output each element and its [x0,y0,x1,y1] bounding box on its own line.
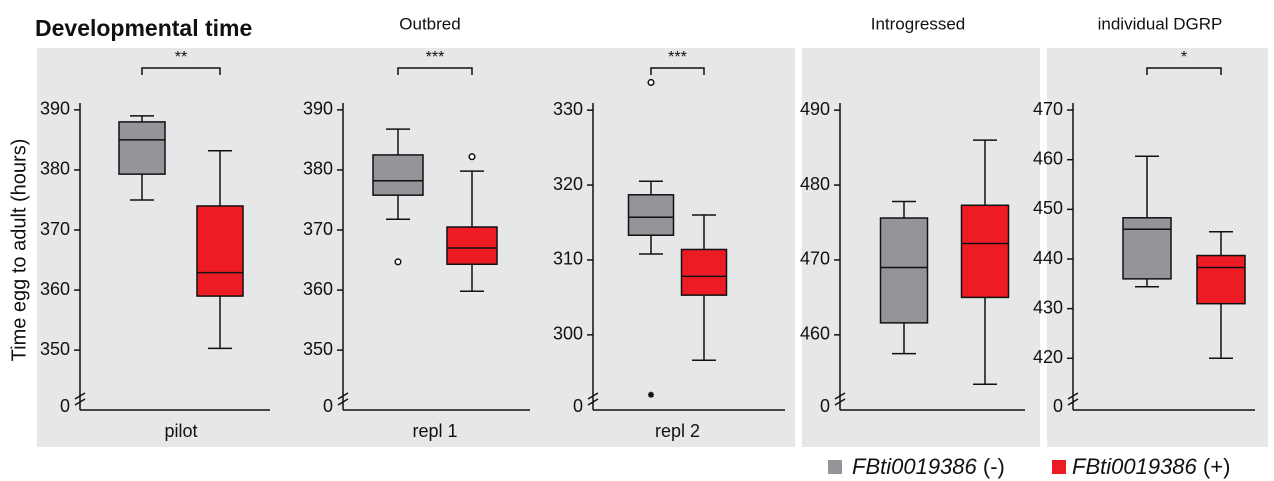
x-axis-label: repl 1 [412,421,457,441]
y-tick-label: 360 [303,279,333,299]
legend-swatch [1052,460,1066,474]
y-tick-label: 460 [1033,148,1063,168]
y-tick-label: 360 [40,279,70,299]
y-tick-label: 480 [800,174,830,194]
panel-title: individual DGRP [1098,14,1223,33]
significance-bracket [397,67,473,75]
panel-background [37,48,795,447]
box [627,194,675,236]
y-tick-label: 460 [800,324,830,344]
box [1122,217,1172,280]
box [879,217,929,324]
box [680,248,728,296]
y-tick-label: 420 [1033,347,1063,367]
y-tick-label: 390 [303,99,333,119]
axis-break [834,398,846,406]
axis-break [587,392,599,400]
axis-break [337,398,349,406]
y-tick-label: 0 [573,396,583,416]
significance-label: * [1181,49,1187,66]
y-tick-label: 450 [1033,198,1063,218]
box [1196,254,1246,305]
axis-break [337,392,349,400]
y-tick-label: 470 [800,249,830,269]
outlier [394,258,402,266]
axis-break [1067,398,1079,406]
outlier [647,78,655,87]
box [372,154,424,196]
significance-bracket [1146,67,1222,75]
x-axis-label: pilot [164,421,197,441]
axis-break [74,398,86,406]
y-tick-label: 490 [800,99,830,119]
y-tick-label: 430 [1033,297,1063,317]
y-tick-label: 0 [323,396,333,416]
y-tick-label: 370 [40,219,70,239]
y-tick-label: 330 [553,99,583,119]
box [960,204,1010,299]
axis-break [74,392,86,400]
y-tick-label: 370 [303,219,333,239]
significance-bracket [141,67,221,75]
extreme-outlier [648,391,654,398]
box [196,205,244,297]
y-tick-label: 0 [1053,396,1063,416]
y-tick-label: 0 [820,396,830,416]
y-tick-label: 380 [40,159,70,179]
y-tick-label: 440 [1033,248,1063,268]
y-tick-label: 350 [303,339,333,359]
outlier [468,153,476,161]
significance-label: *** [426,49,445,66]
figure-title: Developmental time [35,15,252,41]
legend-entry: FBti0019386 (+) [1072,454,1230,479]
y-axis-label: Time egg to adult (hours) [8,139,30,362]
y-tick-label: 390 [40,99,70,119]
x-axis-label: repl 2 [655,421,700,441]
axis-break [587,398,599,406]
y-tick-label: 300 [553,324,583,344]
box [118,121,166,175]
legend-entry: FBti0019386 (-) [852,454,1005,479]
panel-title: Outbred [399,14,460,33]
y-tick-label: 350 [40,339,70,359]
y-tick-label: 380 [303,159,333,179]
y-tick-label: 0 [60,396,70,416]
legend-swatch [828,460,842,474]
significance-bracket [650,67,705,75]
y-tick-label: 310 [553,249,583,269]
y-tick-label: 470 [1033,99,1063,119]
significance-label: ** [175,49,187,66]
box [446,226,498,265]
axis-break [1067,392,1079,400]
significance-label: *** [668,49,687,66]
y-tick-label: 320 [553,174,583,194]
axis-break [834,392,846,400]
panel-title: Introgressed [871,14,966,33]
